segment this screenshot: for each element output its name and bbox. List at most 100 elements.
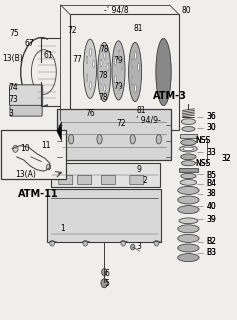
Text: B5: B5 <box>206 171 216 180</box>
Ellipse shape <box>14 108 17 112</box>
Ellipse shape <box>178 196 199 204</box>
Text: ATM-11: ATM-11 <box>18 188 58 199</box>
Text: 77: 77 <box>72 55 82 64</box>
FancyBboxPatch shape <box>59 175 73 185</box>
Ellipse shape <box>131 77 133 85</box>
Ellipse shape <box>178 186 199 194</box>
Ellipse shape <box>178 206 199 214</box>
Ellipse shape <box>180 146 197 152</box>
Ellipse shape <box>86 74 88 82</box>
FancyBboxPatch shape <box>9 85 43 106</box>
Text: 3: 3 <box>136 242 141 251</box>
Text: 36: 36 <box>206 112 216 121</box>
Ellipse shape <box>182 126 195 131</box>
Text: 72: 72 <box>68 26 77 35</box>
Ellipse shape <box>178 225 199 233</box>
Ellipse shape <box>90 49 91 56</box>
Ellipse shape <box>90 81 91 89</box>
Text: 1: 1 <box>60 224 65 233</box>
Text: 32: 32 <box>222 154 231 163</box>
Ellipse shape <box>68 134 74 144</box>
Ellipse shape <box>50 240 55 246</box>
Text: 38: 38 <box>206 189 216 198</box>
Text: 79: 79 <box>114 82 123 91</box>
Text: 30: 30 <box>206 124 216 132</box>
Ellipse shape <box>180 180 197 185</box>
FancyBboxPatch shape <box>130 175 144 185</box>
Text: 3: 3 <box>8 109 13 118</box>
Ellipse shape <box>97 134 102 144</box>
Ellipse shape <box>114 58 116 65</box>
Polygon shape <box>57 122 62 141</box>
Ellipse shape <box>121 240 126 246</box>
Ellipse shape <box>156 38 171 106</box>
Ellipse shape <box>181 140 196 145</box>
Text: 72: 72 <box>116 119 126 128</box>
Ellipse shape <box>131 244 135 250</box>
Text: 6: 6 <box>104 269 109 278</box>
Text: 78: 78 <box>98 71 108 80</box>
Ellipse shape <box>93 60 94 68</box>
FancyBboxPatch shape <box>78 175 92 185</box>
Ellipse shape <box>121 62 123 69</box>
Text: 33: 33 <box>206 148 216 157</box>
FancyBboxPatch shape <box>51 163 160 187</box>
Text: 78: 78 <box>98 93 108 102</box>
Text: B3: B3 <box>206 248 216 257</box>
Text: 32: 32 <box>222 154 231 163</box>
Bar <box>179 168 198 172</box>
Text: 79: 79 <box>114 56 123 65</box>
Text: ’ 94/9-: ’ 94/9- <box>136 116 161 124</box>
Ellipse shape <box>154 240 159 246</box>
Text: B3: B3 <box>206 248 216 257</box>
Text: 36: 36 <box>206 112 216 121</box>
Text: 5: 5 <box>104 279 109 288</box>
Ellipse shape <box>181 154 196 160</box>
Text: 81: 81 <box>134 24 143 33</box>
Text: ATM-3: ATM-3 <box>153 91 187 101</box>
Text: 11: 11 <box>41 141 51 150</box>
Text: 76: 76 <box>85 109 95 118</box>
Ellipse shape <box>102 268 107 276</box>
Ellipse shape <box>100 59 102 67</box>
Ellipse shape <box>135 84 137 92</box>
Ellipse shape <box>156 134 161 144</box>
Polygon shape <box>57 109 171 160</box>
Text: NSS: NSS <box>196 159 211 168</box>
Text: 13(A): 13(A) <box>15 170 36 179</box>
Ellipse shape <box>35 108 38 112</box>
Ellipse shape <box>107 63 109 71</box>
Text: 9: 9 <box>136 165 141 174</box>
Ellipse shape <box>178 244 199 252</box>
Ellipse shape <box>101 279 108 288</box>
Ellipse shape <box>46 164 51 170</box>
FancyBboxPatch shape <box>10 105 42 116</box>
Ellipse shape <box>181 173 196 179</box>
Text: B2: B2 <box>206 237 216 246</box>
Text: 40: 40 <box>206 202 216 211</box>
Ellipse shape <box>118 50 120 58</box>
Text: B4: B4 <box>206 180 216 188</box>
Text: B2: B2 <box>206 237 216 246</box>
Ellipse shape <box>181 119 196 124</box>
Text: 67: 67 <box>25 39 35 48</box>
Ellipse shape <box>13 145 18 152</box>
Text: 2: 2 <box>142 176 147 185</box>
Ellipse shape <box>104 52 106 60</box>
Ellipse shape <box>131 59 133 67</box>
Text: 80: 80 <box>181 6 191 15</box>
Ellipse shape <box>83 240 88 246</box>
FancyBboxPatch shape <box>1 130 66 179</box>
Text: 74: 74 <box>8 84 18 92</box>
Text: 73: 73 <box>8 95 18 104</box>
Text: 39: 39 <box>206 215 216 224</box>
Ellipse shape <box>118 83 120 91</box>
Text: -’ 94/8: -’ 94/8 <box>104 6 129 15</box>
Ellipse shape <box>128 42 141 102</box>
Ellipse shape <box>86 56 88 64</box>
Text: 13(B): 13(B) <box>2 54 23 63</box>
Ellipse shape <box>181 161 196 166</box>
Text: 33: 33 <box>206 148 216 157</box>
Text: 78: 78 <box>100 45 109 54</box>
Text: 30: 30 <box>206 124 216 132</box>
